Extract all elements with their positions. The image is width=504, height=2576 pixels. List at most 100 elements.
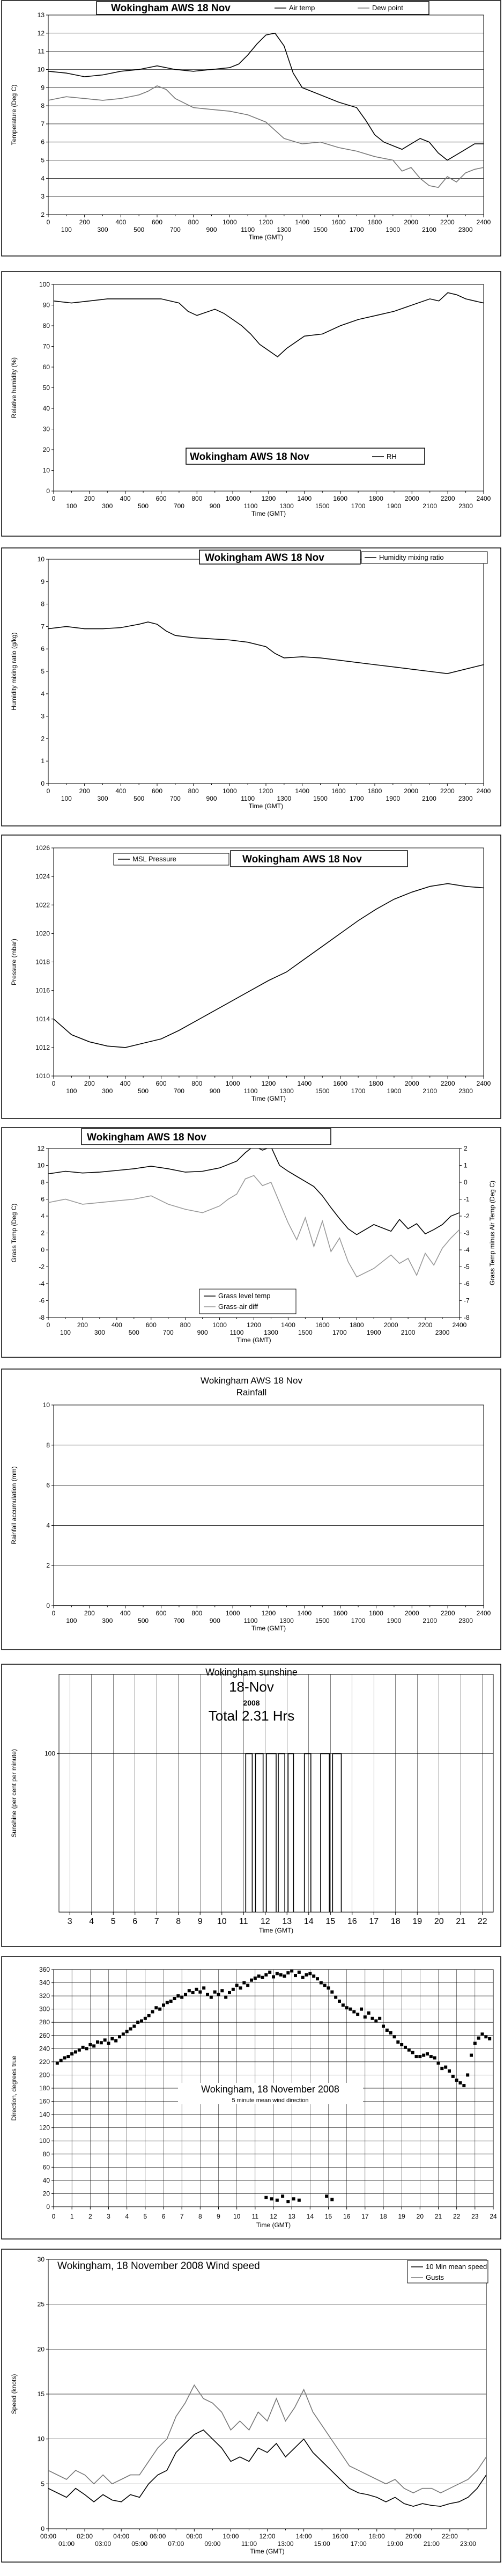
x-tick-label: 700 bbox=[174, 1617, 184, 1624]
x-tick-label: 9 bbox=[217, 2213, 220, 2220]
data-point bbox=[429, 2055, 433, 2059]
chart-9-svg: 0 5 10 15 20 25 30 00:00 02:00 04:00 06:00 08:00 10:… bbox=[1, 2249, 501, 2563]
x-tick-label: 17 bbox=[361, 2213, 369, 2220]
data-point bbox=[356, 2012, 360, 2016]
x-tick-label: 16:00 bbox=[332, 2533, 349, 2540]
x-tick-label: 500 bbox=[134, 795, 144, 802]
x-tick-label: 12:00 bbox=[259, 2533, 275, 2540]
x-tick-label: 1500 bbox=[315, 1087, 330, 1095]
x-tick-label: 1300 bbox=[277, 795, 291, 802]
x-tick-label: 2200 bbox=[441, 1080, 455, 1087]
x-tick-label: 1700 bbox=[351, 1087, 366, 1095]
y-tick-label: 100 bbox=[45, 1750, 55, 1758]
x-tick-label: 2 bbox=[88, 2213, 92, 2220]
x-tick-label: 7 bbox=[154, 1917, 159, 1926]
y-tick-label: 20 bbox=[38, 2345, 45, 2353]
x-tick-label: 14 bbox=[307, 2213, 314, 2220]
y-tick-label: 4 bbox=[46, 1521, 50, 1529]
legend-label: MSL Pressure bbox=[132, 855, 176, 863]
data-point bbox=[59, 2059, 63, 2062]
x-tick-label: 1000 bbox=[226, 1609, 240, 1617]
data-point bbox=[392, 2035, 396, 2039]
data-point bbox=[114, 2039, 118, 2043]
x-tick-label: 22:00 bbox=[442, 2533, 458, 2540]
data-point bbox=[436, 2061, 440, 2065]
x-tick-label: 22 bbox=[453, 2213, 461, 2220]
y-tick-label-right: -6 bbox=[464, 1280, 470, 1287]
y-tick-label: 25 bbox=[38, 2301, 45, 2308]
y-tick-label: 340 bbox=[39, 1979, 50, 1987]
chart-4-svg: 1010 1012 1014 1016 1018 1020 1022 1024 1026 0 200… bbox=[1, 835, 501, 1119]
x-tick-label: 2300 bbox=[458, 502, 473, 510]
chart-title: Wokingham AWS 18 Nov bbox=[111, 3, 231, 14]
x-tick-label: 500 bbox=[138, 1617, 149, 1624]
x-tick-label: 1800 bbox=[350, 1321, 364, 1329]
data-point bbox=[292, 2197, 295, 2201]
data-point bbox=[458, 2081, 462, 2085]
x-tick-label: 800 bbox=[191, 1609, 202, 1617]
y-tick-label: 6 bbox=[41, 138, 45, 146]
data-point bbox=[286, 2200, 290, 2204]
data-point bbox=[488, 2037, 492, 2040]
x-tick-label: 1500 bbox=[313, 795, 328, 802]
y-axis-label: Direction, degrees true bbox=[10, 2055, 18, 2121]
x-tick-label: 01:00 bbox=[58, 2540, 75, 2548]
x-tick-label: 200 bbox=[79, 218, 90, 226]
y-tick-label: 8 bbox=[41, 1179, 45, 1186]
x-tick-label: 9 bbox=[198, 1917, 203, 1926]
data-point bbox=[330, 1990, 334, 1994]
x-tick-label: 10 bbox=[233, 2213, 241, 2220]
data-point bbox=[418, 2055, 422, 2059]
data-point bbox=[312, 1974, 316, 1978]
x-tick-label: 19 bbox=[412, 1917, 422, 1926]
x-tick-label: 400 bbox=[120, 1080, 131, 1087]
x-tick-label: 600 bbox=[146, 1321, 157, 1329]
x-axis-label: Time (GMT) bbox=[251, 510, 286, 517]
data-point bbox=[195, 1987, 198, 1991]
x-tick-label: 2400 bbox=[477, 1609, 491, 1617]
chart-1-svg: 2 3 4 5 6 7 8 9 10 11 12 13 0 200 400 600 800 1000 1200 140… bbox=[1, 0, 501, 257]
x-tick-label: 02:00 bbox=[77, 2533, 93, 2540]
y-axis-label: Speed (knots) bbox=[10, 2374, 18, 2414]
data-point bbox=[257, 1974, 261, 1978]
x-tick-label: 1600 bbox=[333, 495, 347, 502]
x-tick-label: 1700 bbox=[351, 1617, 366, 1624]
x-tick-label: 21 bbox=[435, 2213, 442, 2220]
data-point bbox=[118, 2035, 121, 2039]
y-tick-label: 1010 bbox=[35, 1072, 50, 1080]
data-point bbox=[341, 2003, 345, 2007]
x-tick-label: 1500 bbox=[315, 502, 330, 510]
legend-label: Gusts bbox=[426, 2273, 444, 2281]
x-tick-label: 1400 bbox=[281, 1321, 295, 1329]
y-tick-label: 240 bbox=[39, 2045, 50, 2052]
x-tick-label: 900 bbox=[197, 1329, 208, 1336]
y-tick-label: 260 bbox=[39, 2032, 50, 2039]
data-point bbox=[206, 1993, 209, 1996]
y-tick-label-right: -8 bbox=[464, 1314, 470, 1321]
x-tick-label: 10 bbox=[217, 1917, 227, 1926]
y-tick-label: 1018 bbox=[35, 958, 50, 966]
legend-label: Grass-air diff bbox=[218, 1302, 258, 1311]
chart-5-svg: -8-6-4-2024681012-8-7-6-5-4-3-2-1012Gras… bbox=[1, 1127, 501, 1358]
y-tick-label: 300 bbox=[39, 2006, 50, 2013]
data-point bbox=[239, 1986, 242, 1990]
data-point bbox=[187, 1989, 191, 1993]
x-tick-label: 14:00 bbox=[296, 2533, 312, 2540]
y-tick-label: 0 bbox=[41, 1246, 45, 1254]
y-tick-label: 0 bbox=[46, 487, 50, 495]
x-tick-label: 06:00 bbox=[150, 2533, 166, 2540]
legend-label: 10 Min mean speed bbox=[426, 2263, 487, 2271]
x-tick-label: 0 bbox=[47, 787, 50, 795]
x-tick-label: 400 bbox=[115, 218, 126, 226]
x-tick-label: 700 bbox=[170, 795, 181, 802]
data-point bbox=[224, 1995, 228, 1999]
x-tick-label: 600 bbox=[155, 1080, 166, 1087]
x-tick-label: 700 bbox=[174, 502, 184, 510]
y-tick-label: 120 bbox=[39, 2124, 50, 2132]
x-tick-label: 00:00 bbox=[40, 2533, 56, 2540]
x-tick-label: 11 bbox=[252, 2213, 259, 2220]
series-line-1 bbox=[54, 883, 484, 1048]
x-tick-label: 1300 bbox=[279, 502, 294, 510]
x-tick-label: 04:00 bbox=[113, 2533, 129, 2540]
data-point bbox=[363, 2015, 367, 2019]
